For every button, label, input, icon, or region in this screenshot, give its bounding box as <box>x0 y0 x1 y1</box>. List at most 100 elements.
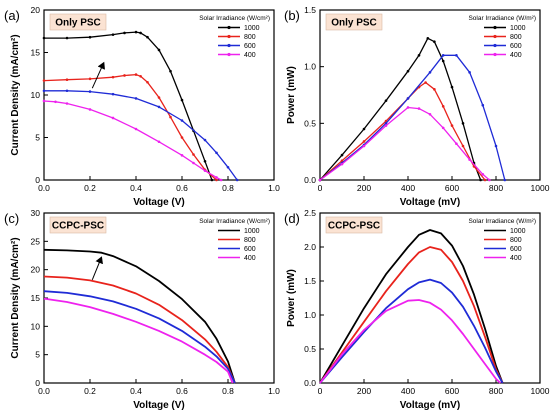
data-point <box>362 127 366 131</box>
series-line-600 <box>319 54 506 181</box>
data-point <box>433 40 436 44</box>
y-tick-label: 2.5 <box>304 208 316 218</box>
data-point <box>461 144 465 148</box>
data-point <box>134 30 138 34</box>
data-point <box>42 36 46 40</box>
series-line-600 <box>44 90 238 181</box>
data-point <box>441 105 445 108</box>
data-point <box>441 126 445 130</box>
x-tick-label: 0 <box>318 386 323 396</box>
data-point <box>215 176 218 179</box>
data-point <box>362 144 366 148</box>
data-point <box>203 160 207 163</box>
x-tick-label: 0.0 <box>38 386 50 396</box>
data-point <box>461 122 465 125</box>
y-axis-label: Current Density (mA/cm²) <box>10 34 21 155</box>
panel-letter: (c) <box>4 211 19 226</box>
series-line-400 <box>319 299 502 384</box>
series-line-400 <box>43 100 222 181</box>
data-point <box>65 89 69 93</box>
x-tick-label: 400 <box>401 386 415 396</box>
data-point <box>111 92 115 96</box>
data-point <box>203 169 207 172</box>
data-point <box>417 107 421 110</box>
x-tick-label: 400 <box>401 183 415 193</box>
data-point <box>455 142 458 146</box>
data-point <box>54 100 57 104</box>
data-point <box>65 102 69 105</box>
data-point <box>428 112 432 116</box>
data-point <box>65 36 69 40</box>
x-tick-label: 0.0 <box>38 183 50 193</box>
x-tick-label: 200 <box>357 386 371 396</box>
legend-marker <box>227 52 231 57</box>
data-point <box>384 122 388 125</box>
series-line-800 <box>43 275 236 384</box>
data-point <box>362 140 366 143</box>
legend-entry: 800 <box>244 34 256 41</box>
data-point <box>340 162 344 166</box>
data-point <box>494 144 498 148</box>
y-tick-label: 30 <box>31 208 41 218</box>
y-tick-label: 0.5 <box>304 118 316 128</box>
y-tick-label: 0.0 <box>304 175 316 185</box>
y-tick-label: 1.5 <box>304 5 316 15</box>
legend-marker <box>227 34 231 39</box>
data-point <box>406 69 410 73</box>
legend-entry: 400 <box>244 52 256 59</box>
legend-entry: 400 <box>510 52 522 59</box>
legend-entry: 400 <box>244 255 256 262</box>
y-tick-label: 5 <box>35 350 40 360</box>
data-point <box>215 178 218 182</box>
data-point <box>417 54 421 57</box>
x-tick-label: 200 <box>357 183 371 193</box>
x-tick-label: 800 <box>489 386 503 396</box>
data-point <box>180 119 184 122</box>
panel-letter: (b) <box>284 8 300 23</box>
legend-entry: 800 <box>510 237 522 244</box>
data-point <box>139 75 142 78</box>
y-tick-label: 0 <box>35 175 40 185</box>
series-line-1000 <box>319 229 504 384</box>
legend-marker <box>493 25 497 30</box>
y-axis-label: Power (mW) <box>286 269 297 327</box>
data-point <box>488 178 491 182</box>
series-line-800 <box>43 73 217 181</box>
legend-entry: 1000 <box>244 228 260 235</box>
chart-panel-1: 0.0 0.2 0.4 0.6 0.8 1.0 0 5 10 15 20 Voltage (V) Cur… <box>4 5 280 208</box>
legend-entry: 600 <box>244 43 256 50</box>
data-point <box>192 161 195 165</box>
legend-title: Solar Irradiance (W/cm²) <box>199 15 270 22</box>
chart-panel-3: 0.0 0.2 0.4 0.6 0.8 1.0 0 5 10 15 20 25 30 Voltage (V… <box>4 208 280 411</box>
device-label: CCPC-PSC <box>328 221 380 232</box>
device-label: Only PSC <box>55 18 101 29</box>
x-tick-label: 0.6 <box>176 386 188 396</box>
data-point <box>180 154 184 157</box>
device-label-box <box>49 13 107 31</box>
data-point <box>406 106 410 109</box>
data-point <box>123 31 126 35</box>
y-tick-label: 10 <box>31 90 41 100</box>
data-point <box>65 78 69 81</box>
panel-letter: (d) <box>284 211 300 226</box>
plot-frame <box>319 9 541 181</box>
y-tick-label: 20 <box>31 5 41 15</box>
data-point <box>468 71 471 74</box>
legend-entry: 400 <box>510 255 522 262</box>
x-tick-label: 800 <box>489 183 503 193</box>
legend-marker <box>227 25 231 30</box>
data-point <box>169 115 172 119</box>
data-point <box>210 178 214 182</box>
x-tick-label: 600 <box>445 386 459 396</box>
data-point <box>406 97 410 100</box>
plot-frame <box>43 9 275 181</box>
data-point <box>192 153 195 156</box>
data-point <box>88 108 92 111</box>
x-axis-label: Voltage (V) <box>133 197 184 208</box>
x-tick-label: 0.6 <box>176 183 188 193</box>
data-point <box>88 90 92 93</box>
y-axis-label: Current Density (mA/cm²) <box>10 237 21 358</box>
legend-entry: 1000 <box>510 25 526 32</box>
y-tick-label: 0.5 <box>304 344 316 354</box>
data-point <box>481 173 485 176</box>
